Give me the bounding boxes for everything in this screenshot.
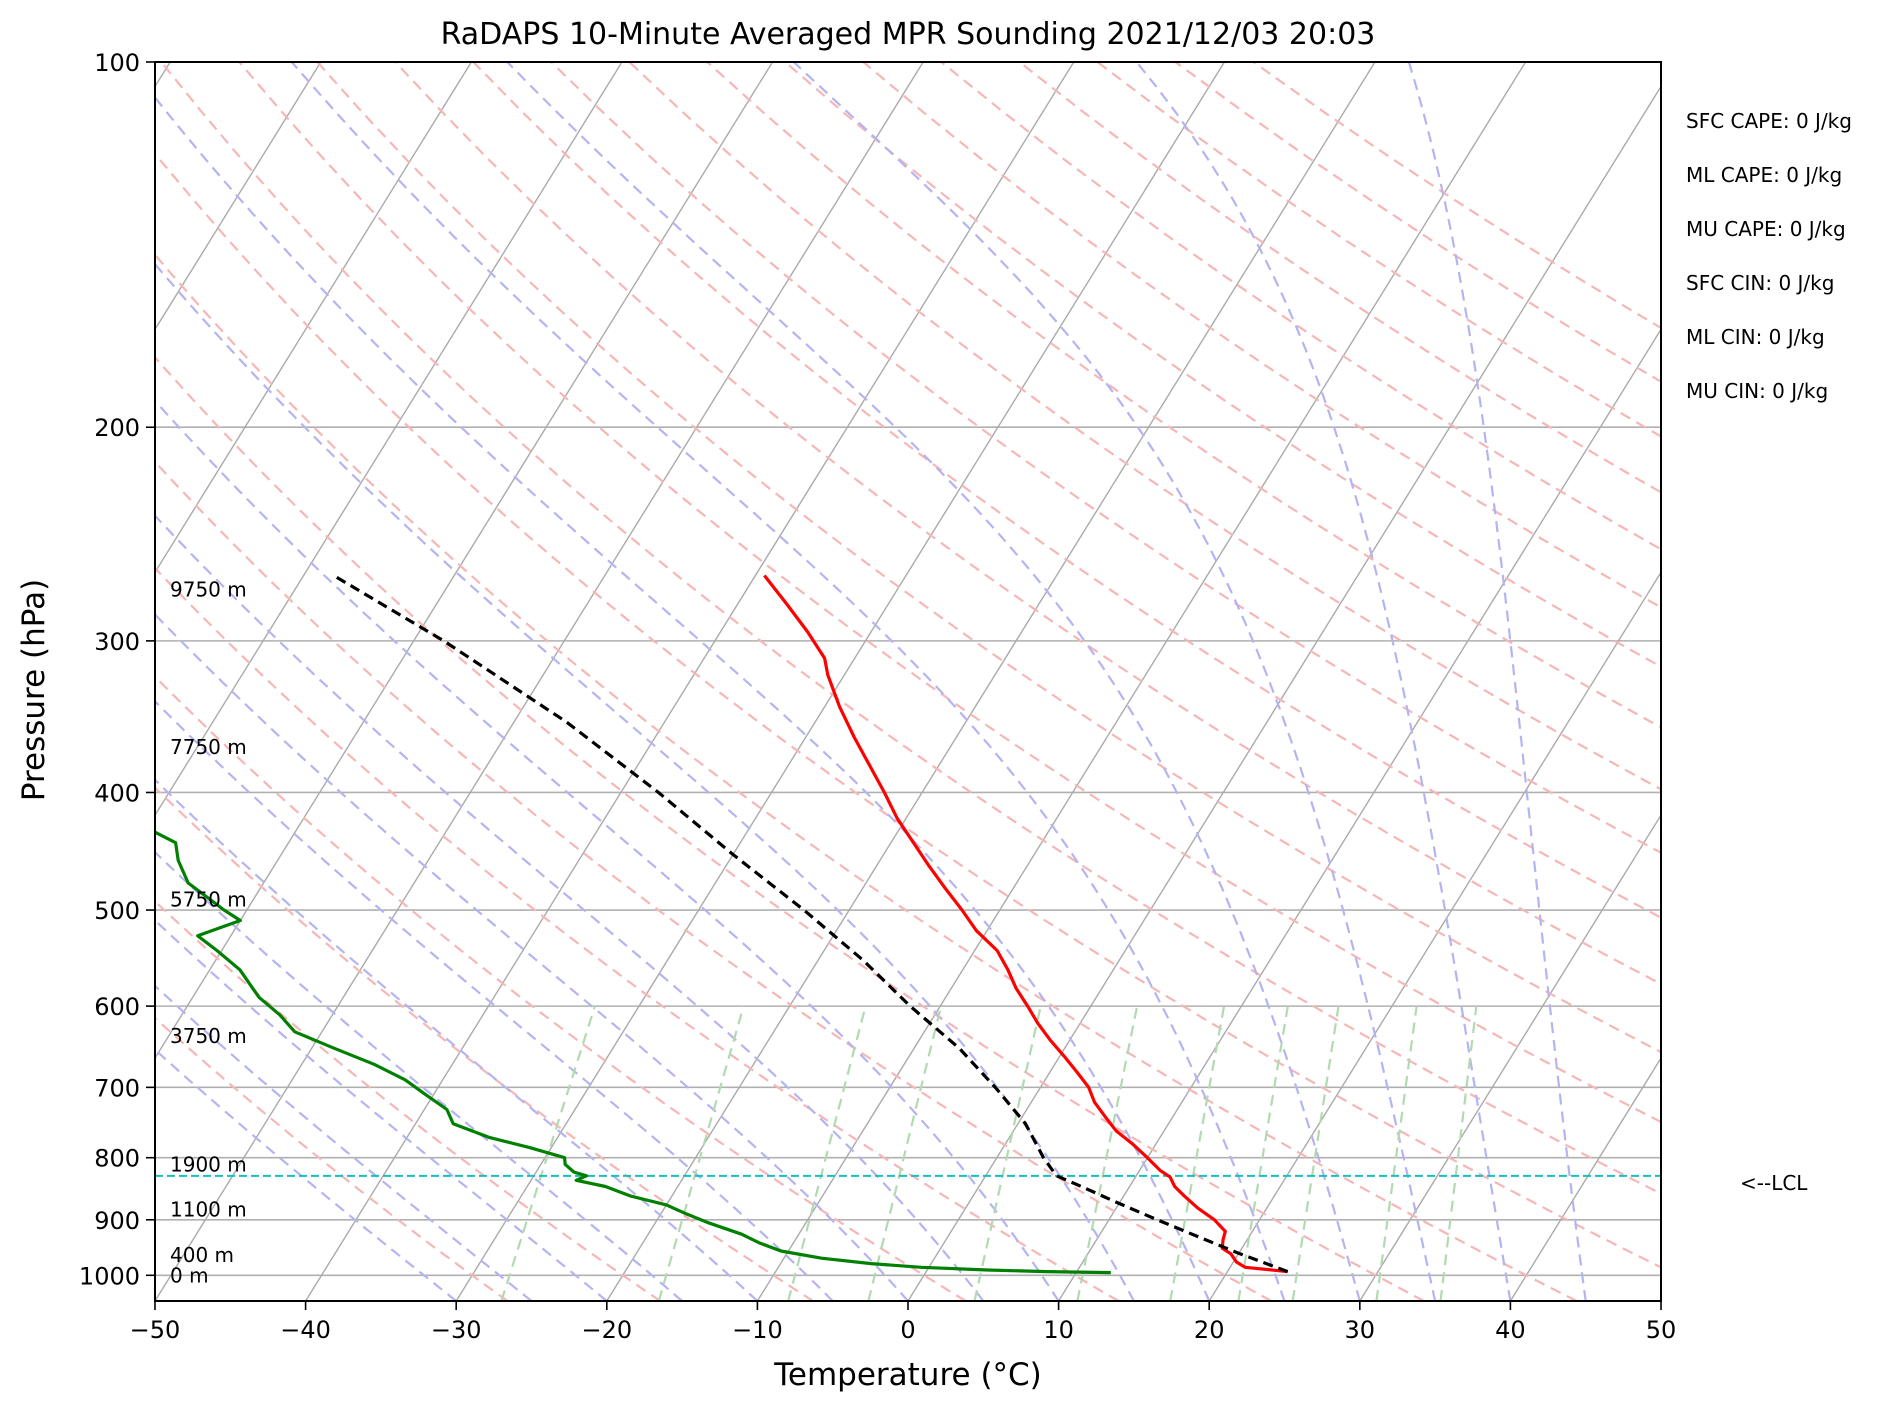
y-tick-label: 400	[94, 779, 140, 807]
dry-adiabat-line	[155, 1016, 509, 1301]
dry-adiabat-line	[238, 62, 1661, 1124]
isotherm-line	[606, 62, 1376, 1301]
height-label: 0 m	[170, 1263, 209, 1287]
isotherm-line	[155, 62, 623, 817]
moist-adiabat-line	[155, 95, 1211, 1301]
moist-adiabat-line	[155, 262, 1135, 1301]
x-tick-label: 0	[900, 1316, 915, 1344]
dry-adiabat-line	[155, 355, 1425, 1301]
y-tick-label: 1000	[79, 1262, 140, 1290]
isotherm-line	[455, 62, 1225, 1301]
y-tick-label: 800	[94, 1145, 140, 1173]
x-tick-label: −30	[431, 1316, 482, 1344]
dry-adiabat-line	[155, 151, 1661, 1269]
mixing-ratio-line	[1076, 1005, 1139, 1301]
stability-index-label: SFC CAPE: 0 J/kg	[1686, 109, 1852, 133]
plot-frame	[154, 61, 1662, 1302]
x-tick-label: 10	[1043, 1316, 1074, 1344]
isotherm-line	[1509, 1056, 1661, 1301]
x-tick-label: −40	[280, 1316, 331, 1344]
moist-adiabat-line	[290, 62, 1286, 1301]
mixing-ratio-line	[973, 1005, 1042, 1301]
x-tick-label: 20	[1194, 1316, 1225, 1344]
mixing-ratio-line	[1375, 1005, 1418, 1301]
height-label: 1900 m	[170, 1152, 247, 1176]
x-tick-label: −50	[130, 1316, 181, 1344]
stability-index-label: MU CIN: 0 J/kg	[1686, 379, 1828, 403]
y-tick-label: 500	[94, 897, 140, 925]
dry-adiabat-line	[155, 566, 1120, 1301]
dry-adiabat-line	[155, 786, 814, 1301]
x-tick-label: 40	[1495, 1316, 1526, 1344]
chart-title: RaDAPS 10-Minute Averaged MPR Sounding 2…	[441, 17, 1376, 52]
y-tick-label: 700	[94, 1074, 140, 1102]
height-label: 7750 m	[170, 735, 247, 759]
height-label: 3750 m	[170, 1024, 247, 1048]
mixing-ratio-line	[1237, 1005, 1289, 1301]
dry-adiabat-line	[155, 675, 967, 1301]
dry-adiabat-line	[160, 62, 1661, 1195]
moist-adiabat-line	[506, 62, 1361, 1301]
height-label: 1100 m	[170, 1198, 247, 1222]
moist-adiabat-line	[155, 850, 683, 1301]
isotherm-line	[305, 62, 1075, 1301]
moist-adiabat-line	[155, 399, 1060, 1301]
isotherm-line	[1359, 813, 1661, 1301]
y-axis-label: Pressure (hPa)	[16, 579, 52, 801]
height-label: 9750 m	[170, 577, 247, 601]
mixing-ratio-line	[867, 1005, 943, 1301]
stability-index-label: ML CAPE: 0 J/kg	[1686, 163, 1842, 187]
mixing-ratio-line	[657, 1005, 745, 1301]
moist-adiabat-line	[155, 778, 759, 1301]
y-tick-label: 200	[94, 414, 140, 442]
moist-adiabat-line	[155, 918, 608, 1301]
moist-adiabat-line	[792, 62, 1437, 1301]
moist-adiabat-line	[1407, 62, 1587, 1301]
isotherm-line	[907, 85, 1661, 1301]
x-tick-label: −20	[581, 1316, 632, 1344]
isotherm-line	[1208, 570, 1661, 1301]
dry-adiabat-line	[155, 899, 661, 1301]
mixing-ratio-line	[1169, 1005, 1226, 1301]
y-tick-label: 300	[94, 628, 140, 656]
stability-index-label: ML CIN: 0 J/kg	[1686, 325, 1825, 349]
dry-adiabat-line	[155, 460, 1272, 1301]
isotherm-line	[155, 62, 924, 1301]
x-tick-label: 50	[1646, 1316, 1677, 1344]
isotherm-line	[155, 62, 322, 331]
lcl-label: <--LCL	[1740, 1171, 1808, 1195]
x-tick-label: −10	[732, 1316, 783, 1344]
isotherm-line	[155, 62, 472, 574]
isotherm-line	[155, 62, 774, 1060]
dry-adiabat-line	[472, 62, 1661, 919]
dry-adiabat-line	[784, 62, 1661, 669]
height-label: 5750 m	[170, 887, 247, 911]
height-label: 400 m	[170, 1243, 234, 1267]
mixing-ratio-line	[1291, 1005, 1340, 1301]
dry-adiabat-line	[628, 62, 1661, 791]
stability-index-label: SFC CIN: 0 J/kg	[1686, 271, 1834, 295]
moist-adiabat-line	[155, 612, 909, 1301]
x-tick-label: 30	[1345, 1316, 1376, 1344]
temperature-profile-line	[763, 574, 1288, 1274]
dewpoint-profile-line	[155, 830, 1111, 1275]
x-axis-label: Temperature (°C)	[773, 1357, 1042, 1393]
dry-adiabat-line	[155, 253, 1578, 1301]
moist-adiabat-line	[155, 514, 985, 1301]
mixing-ratio-line	[1439, 1005, 1478, 1301]
stability-index-label: MU CAPE: 0 J/kg	[1686, 217, 1846, 241]
parcel-profile-line	[332, 574, 1289, 1274]
y-tick-label: 900	[94, 1207, 140, 1235]
y-tick-label: 100	[94, 49, 140, 77]
isotherm-line	[1058, 328, 1661, 1301]
dry-adiabat-line	[316, 62, 1661, 1054]
y-tick-label: 600	[94, 993, 140, 1021]
mixing-ratio-line	[787, 1005, 867, 1301]
